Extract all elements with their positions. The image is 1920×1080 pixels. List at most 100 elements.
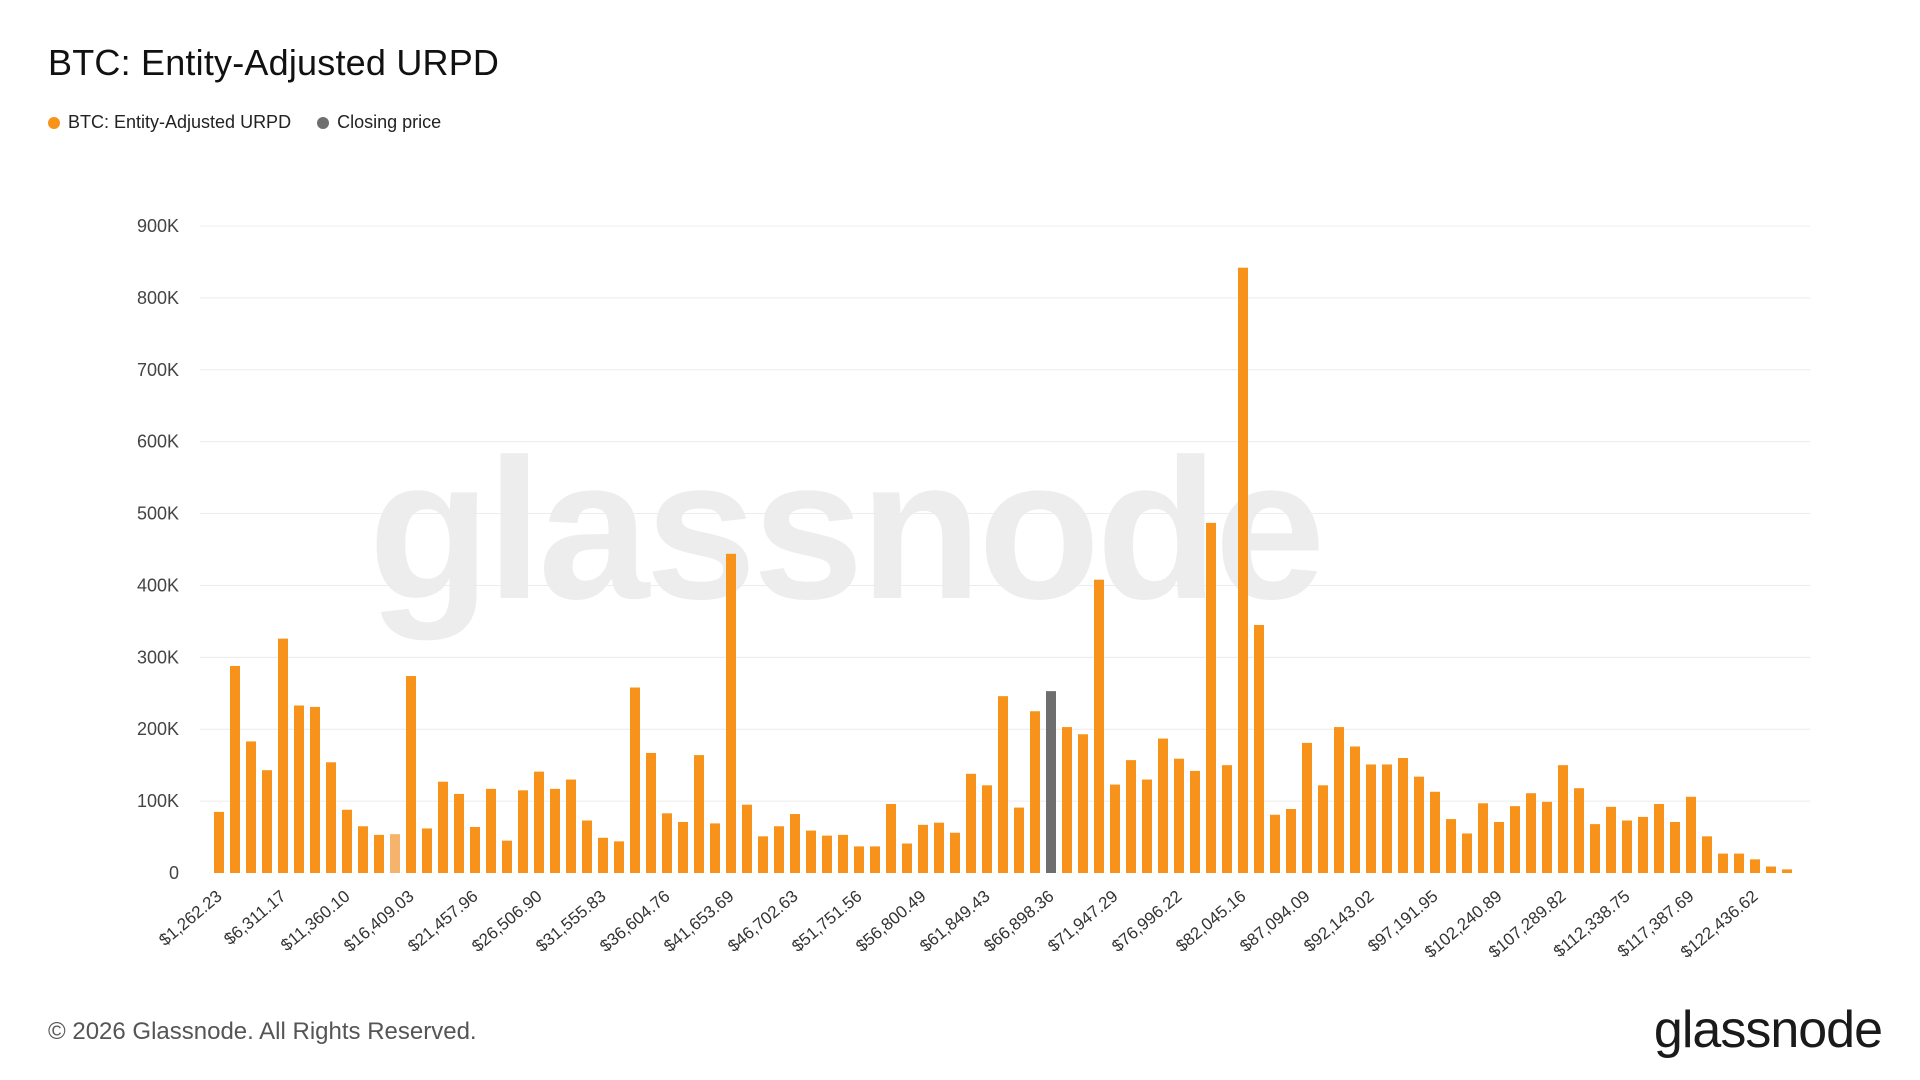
urpd-bar[interactable]	[838, 834, 848, 873]
urpd-bar[interactable]	[246, 741, 256, 873]
urpd-bar[interactable]	[1190, 770, 1200, 873]
urpd-bar[interactable]	[326, 762, 336, 873]
urpd-bar[interactable]	[934, 822, 944, 873]
closing-price-bar[interactable]	[1046, 691, 1056, 873]
urpd-bar[interactable]	[710, 823, 720, 873]
urpd-bar[interactable]	[486, 788, 496, 873]
urpd-bar[interactable]	[1270, 814, 1280, 873]
urpd-bar[interactable]	[806, 830, 816, 873]
urpd-bar[interactable]	[854, 846, 864, 873]
urpd-bar[interactable]	[678, 821, 688, 873]
legend-item-closing-price[interactable]: Closing price	[317, 112, 441, 133]
urpd-bar[interactable]	[694, 755, 704, 873]
urpd-bar[interactable]	[1222, 765, 1232, 873]
urpd-bar[interactable]	[1286, 809, 1296, 873]
urpd-bar[interactable]	[1478, 803, 1488, 873]
urpd-bar[interactable]	[1302, 742, 1312, 873]
urpd-bar[interactable]	[726, 553, 736, 873]
urpd-bar[interactable]	[1718, 853, 1728, 873]
urpd-bar[interactable]	[918, 824, 928, 873]
urpd-bar[interactable]	[886, 803, 896, 873]
urpd-bar[interactable]	[1254, 624, 1264, 873]
urpd-bar[interactable]	[294, 705, 304, 873]
urpd-bar[interactable]	[358, 826, 368, 873]
urpd-bar[interactable]	[230, 665, 240, 873]
urpd-bar[interactable]	[342, 809, 352, 873]
urpd-bar[interactable]	[742, 804, 752, 873]
urpd-bar[interactable]	[1014, 807, 1024, 873]
urpd-bar[interactable]	[1510, 806, 1520, 873]
urpd-bar[interactable]	[1750, 859, 1760, 873]
urpd-bar[interactable]	[422, 828, 432, 873]
urpd-bar[interactable]	[534, 771, 544, 873]
urpd-bar[interactable]	[1782, 869, 1792, 873]
urpd-bar[interactable]	[790, 814, 800, 873]
urpd-bar[interactable]	[1158, 738, 1168, 873]
urpd-bar[interactable]	[1622, 820, 1632, 873]
urpd-bar[interactable]	[262, 770, 272, 873]
urpd-bar[interactable]	[1062, 727, 1072, 873]
urpd-bar[interactable]	[470, 826, 480, 873]
urpd-bar[interactable]	[1654, 803, 1664, 873]
urpd-bar[interactable]	[1318, 785, 1328, 873]
urpd-bar[interactable]	[1670, 821, 1680, 873]
urpd-bar[interactable]	[1094, 579, 1104, 873]
urpd-bar[interactable]	[1686, 796, 1696, 873]
urpd-bar[interactable]	[1590, 824, 1600, 873]
urpd-bar[interactable]	[982, 785, 992, 873]
urpd-bar[interactable]	[374, 834, 384, 873]
urpd-bar[interactable]	[1574, 788, 1584, 873]
urpd-bar[interactable]	[614, 841, 624, 873]
urpd-bar[interactable]	[390, 834, 400, 873]
urpd-bar[interactable]	[1110, 784, 1120, 873]
urpd-bar[interactable]	[550, 788, 560, 873]
urpd-bar[interactable]	[1382, 764, 1392, 873]
urpd-bar[interactable]	[1638, 816, 1648, 873]
urpd-bar[interactable]	[1206, 522, 1216, 873]
urpd-bar[interactable]	[1558, 765, 1568, 873]
urpd-bar[interactable]	[598, 837, 608, 873]
urpd-bar[interactable]	[502, 840, 512, 873]
urpd-bar[interactable]	[1494, 821, 1504, 873]
urpd-bar[interactable]	[966, 773, 976, 873]
urpd-bar[interactable]	[1142, 779, 1152, 873]
urpd-bar[interactable]	[822, 835, 832, 873]
urpd-bar[interactable]	[1334, 727, 1344, 873]
urpd-bar[interactable]	[758, 836, 768, 873]
urpd-bar[interactable]	[1702, 836, 1712, 873]
urpd-bar[interactable]	[1238, 267, 1248, 873]
urpd-bar[interactable]	[310, 706, 320, 873]
urpd-bar[interactable]	[582, 820, 592, 873]
urpd-bar[interactable]	[1462, 833, 1472, 873]
urpd-bar[interactable]	[438, 781, 448, 873]
urpd-bar[interactable]	[1030, 711, 1040, 873]
urpd-bar[interactable]	[566, 779, 576, 873]
urpd-bar[interactable]	[214, 811, 224, 873]
urpd-bar[interactable]	[1526, 793, 1536, 873]
urpd-bar[interactable]	[630, 687, 640, 873]
urpd-bar[interactable]	[1174, 758, 1184, 873]
urpd-bar[interactable]	[518, 790, 528, 873]
urpd-bar[interactable]	[406, 676, 416, 873]
urpd-bar[interactable]	[646, 752, 656, 873]
urpd-bar[interactable]	[1078, 734, 1088, 873]
urpd-bar[interactable]	[870, 846, 880, 873]
urpd-bar[interactable]	[278, 638, 288, 873]
urpd-bar[interactable]	[1430, 791, 1440, 873]
urpd-bar[interactable]	[902, 843, 912, 873]
urpd-bar[interactable]	[774, 826, 784, 873]
urpd-bar[interactable]	[1414, 776, 1424, 873]
urpd-bar[interactable]	[998, 696, 1008, 873]
legend-item-urpd[interactable]: BTC: Entity-Adjusted URPD	[48, 112, 291, 133]
urpd-bar[interactable]	[454, 793, 464, 873]
urpd-bar[interactable]	[662, 813, 672, 873]
urpd-bar[interactable]	[1542, 801, 1552, 873]
urpd-bar[interactable]	[1606, 806, 1616, 873]
urpd-bar[interactable]	[1126, 760, 1136, 873]
urpd-bar[interactable]	[1446, 819, 1456, 873]
urpd-bar[interactable]	[1366, 764, 1376, 873]
urpd-bar[interactable]	[1734, 853, 1744, 873]
urpd-bar[interactable]	[1350, 746, 1360, 873]
urpd-bar[interactable]	[1766, 866, 1776, 873]
urpd-bar[interactable]	[950, 832, 960, 873]
